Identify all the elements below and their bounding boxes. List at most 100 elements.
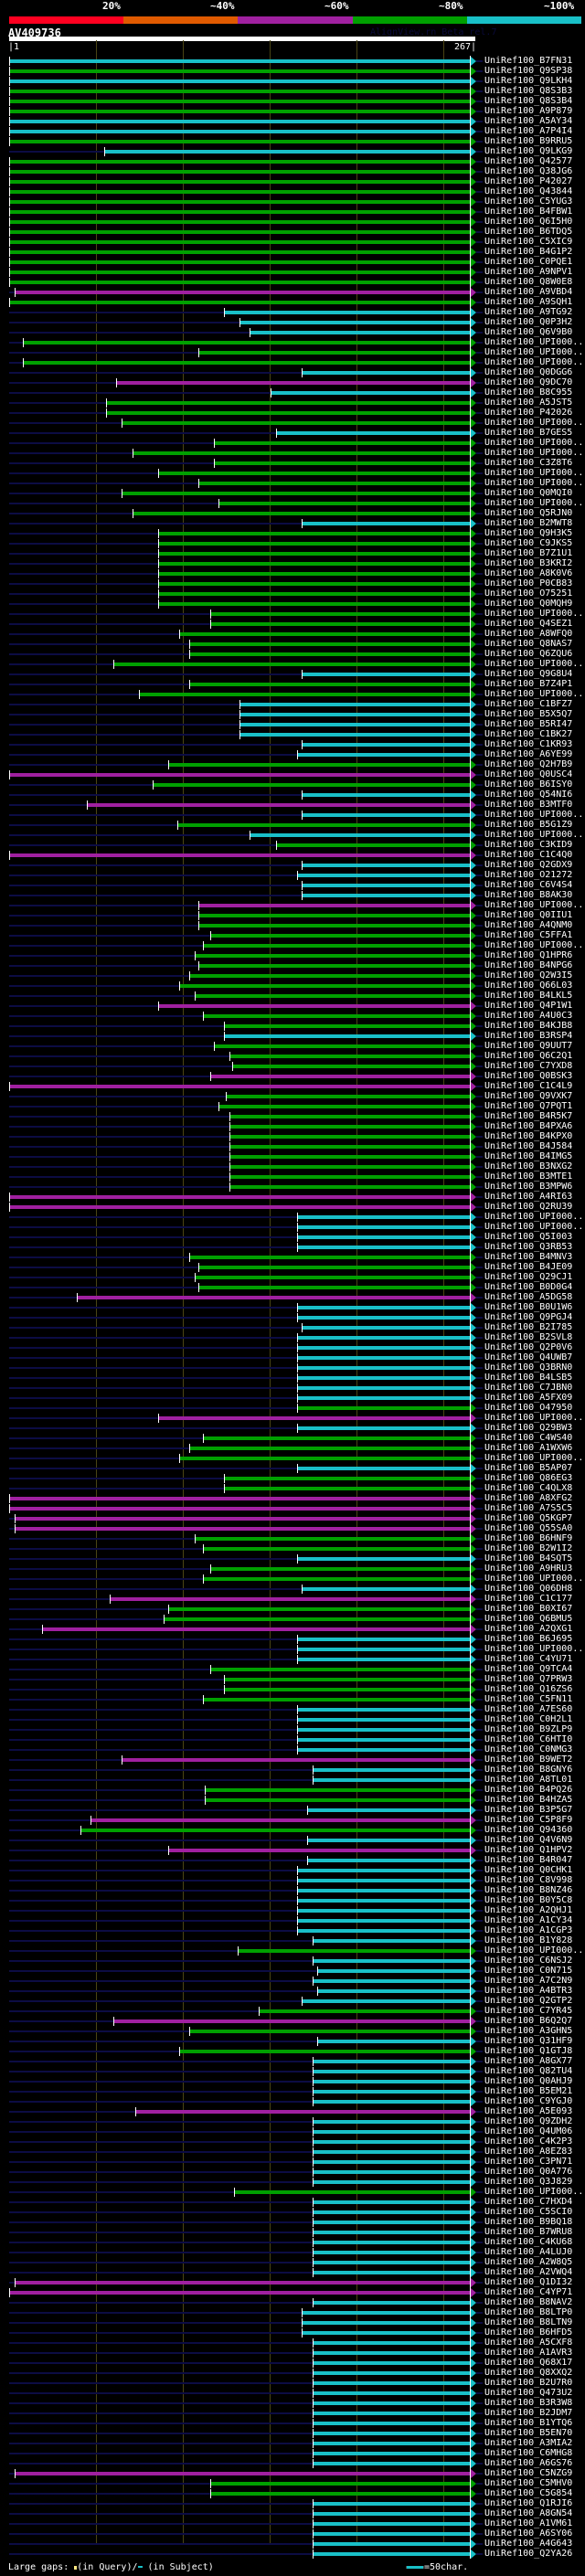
alignment-bar[interactable] (9, 250, 470, 254)
alignment-bar[interactable] (122, 492, 470, 495)
hit-label[interactable]: UniRef100_Q9H3K5 (484, 528, 573, 538)
hit-label[interactable]: UniRef100_Q6I5H0 (484, 217, 573, 227)
hit-row[interactable]: UniRef100_A8GX77 (0, 2056, 585, 2066)
alignment-bar[interactable] (302, 2331, 470, 2335)
hit-row[interactable]: UniRef100_A2QXG1 (0, 1624, 585, 1634)
alignment-bar[interactable] (306, 1859, 470, 1862)
hit-row[interactable]: UniRef100_B4JE09 (0, 1262, 585, 1272)
alignment-bar[interactable] (239, 713, 470, 716)
hit-label[interactable]: UniRef100_Q6ZQU6 (484, 649, 573, 659)
hit-label[interactable]: UniRef100_B1Y828 (484, 1935, 573, 1945)
hit-row[interactable]: UniRef100_B3KRI2 (0, 558, 585, 568)
hit-row[interactable]: UniRef100_Q4V6N9 (0, 1835, 585, 1845)
alignment-bar[interactable] (106, 411, 470, 415)
alignment-bar[interactable] (213, 1044, 470, 1048)
alignment-bar[interactable] (296, 1246, 470, 1249)
hit-label[interactable]: UniRef100_A5E093 (484, 2106, 573, 2116)
hit-label[interactable]: UniRef100_B3MTE1 (484, 1171, 573, 1182)
alignment-bar[interactable] (306, 1839, 470, 1842)
alignment-bar[interactable] (9, 110, 470, 113)
alignment-bar[interactable] (9, 180, 470, 184)
hit-row[interactable]: UniRef100_B4J584 (0, 1141, 585, 1151)
alignment-bar[interactable] (312, 2391, 470, 2395)
hit-label[interactable]: UniRef100_P42026 (484, 408, 573, 418)
alignment-bar[interactable] (296, 1748, 470, 1752)
hit-row[interactable]: UniRef100_C0N715 (0, 1966, 585, 1976)
hit-row[interactable]: UniRef100_A5AY34 (0, 116, 585, 126)
hit-label[interactable]: UniRef100_B3RSP4 (484, 1031, 573, 1041)
alignment-bar[interactable] (157, 472, 470, 475)
alignment-bar[interactable] (312, 2160, 470, 2164)
hit-row[interactable]: UniRef100_C5SCI0 (0, 2207, 585, 2217)
hit-label[interactable]: UniRef100_B2JDM7 (484, 2408, 573, 2418)
alignment-bar[interactable] (312, 2301, 470, 2305)
alignment-bar[interactable] (9, 1497, 470, 1500)
hit-row[interactable]: UniRef100_C0NMG3 (0, 1744, 585, 1754)
alignment-bar[interactable] (296, 1879, 470, 1882)
hit-label[interactable]: UniRef100_UPI000.. (484, 418, 584, 428)
alignment-bar[interactable] (9, 69, 470, 73)
hit-label[interactable]: UniRef100_UPI000.. (484, 1222, 584, 1232)
hit-label[interactable]: UniRef100_UPI000.. (484, 337, 584, 347)
alignment-bar[interactable] (296, 874, 470, 877)
alignment-bar[interactable] (302, 1326, 470, 1330)
hit-label[interactable]: UniRef100_Q8NAS7 (484, 639, 573, 649)
alignment-bar[interactable] (275, 843, 470, 847)
alignment-bar[interactable] (203, 1014, 470, 1018)
alignment-bar[interactable] (178, 1457, 470, 1460)
hit-row[interactable]: UniRef100_Q1HPV2 (0, 1845, 585, 1855)
alignment-bar[interactable] (157, 1416, 470, 1420)
alignment-bar[interactable] (9, 773, 470, 777)
hit-label[interactable]: UniRef100_Q0DGG6 (484, 367, 573, 377)
alignment-bar[interactable] (312, 2432, 470, 2435)
hit-label[interactable]: UniRef100_Q6BMU5 (484, 1614, 573, 1624)
alignment-bar[interactable] (176, 823, 470, 827)
alignment-bar[interactable] (232, 1065, 470, 1068)
hit-label[interactable]: UniRef100_Q4V6N9 (484, 1835, 573, 1845)
hit-row[interactable]: UniRef100_Q1GTJ8 (0, 2046, 585, 2056)
hit-row[interactable]: UniRef100_UPI000.. (0, 498, 585, 508)
hit-label[interactable]: UniRef100_B8GNY6 (484, 1765, 573, 1775)
hit-label[interactable]: UniRef100_O75251 (484, 588, 573, 599)
hit-label[interactable]: UniRef100_B4PQ26 (484, 1785, 573, 1795)
alignment-bar[interactable] (205, 1798, 470, 1802)
hit-label[interactable]: UniRef100_C6HTI0 (484, 1734, 573, 1744)
hit-row[interactable]: UniRef100_Q38JG6 (0, 166, 585, 176)
hit-label[interactable]: UniRef100_C8V998 (484, 1875, 573, 1885)
hit-row[interactable]: UniRef100_B4HZA5 (0, 1795, 585, 1805)
hit-label[interactable]: UniRef100_Q3J829 (484, 2177, 573, 2187)
hit-row[interactable]: UniRef100_B7FN31 (0, 56, 585, 66)
alignment-bar[interactable] (9, 1085, 470, 1088)
hit-row[interactable]: UniRef100_B5X5Q7 (0, 709, 585, 719)
alignment-bar[interactable] (9, 1195, 470, 1199)
hit-label[interactable]: UniRef100_A5AY34 (484, 116, 573, 126)
hit-row[interactable]: UniRef100_A1CGP3 (0, 1925, 585, 1935)
hit-row[interactable]: UniRef100_Q31HF9 (0, 2036, 585, 2046)
hit-row[interactable]: UniRef100_Q9VXK7 (0, 1091, 585, 1101)
hit-row[interactable]: UniRef100_B2MWT8 (0, 518, 585, 528)
hit-label[interactable]: UniRef100_UPI000.. (484, 1644, 584, 1654)
hit-label[interactable]: UniRef100_B7GES5 (484, 428, 573, 438)
hit-row[interactable]: UniRef100_Q8S3B3 (0, 86, 585, 96)
alignment-bar[interactable] (296, 1728, 470, 1732)
alignment-bar[interactable] (302, 2311, 470, 2315)
hit-row[interactable]: UniRef100_C6MHG8 (0, 2448, 585, 2458)
hit-row[interactable]: UniRef100_UPI000.. (0, 1574, 585, 1584)
alignment-bar[interactable] (296, 1557, 470, 1561)
hit-row[interactable]: UniRef100_B4FBW1 (0, 207, 585, 217)
hit-label[interactable]: UniRef100_B8NAV2 (484, 2297, 573, 2307)
hit-label[interactable]: UniRef100_B3KRI2 (484, 558, 573, 568)
alignment-bar[interactable] (9, 59, 470, 63)
hit-row[interactable]: UniRef100_B3R3W8 (0, 2398, 585, 2408)
alignment-bar[interactable] (9, 240, 470, 244)
hit-row[interactable]: UniRef100_A4QNM0 (0, 920, 585, 930)
alignment-bar[interactable] (157, 542, 470, 546)
hit-label[interactable]: UniRef100_UPI000.. (484, 468, 584, 478)
hit-row[interactable]: UniRef100_Q9G8U4 (0, 669, 585, 679)
hit-row[interactable]: UniRef100_UPI000.. (0, 418, 585, 428)
alignment-bar[interactable] (312, 2371, 470, 2375)
hit-row[interactable]: UniRef100_Q4P1W1 (0, 1001, 585, 1011)
hit-label[interactable]: UniRef100_B4R5K7 (484, 1111, 573, 1121)
alignment-bar[interactable] (223, 1034, 470, 1038)
hit-row[interactable]: UniRef100_Q2RU39 (0, 1202, 585, 1212)
